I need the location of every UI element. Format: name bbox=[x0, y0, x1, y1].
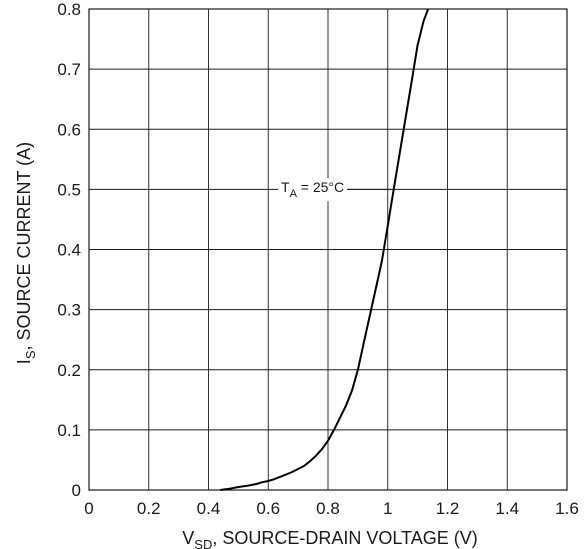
grid bbox=[89, 9, 567, 490]
y-tick-label: 0.3 bbox=[57, 301, 81, 320]
y-tick-label: 0.6 bbox=[57, 120, 81, 139]
y-tick-label: 0.2 bbox=[57, 361, 81, 380]
x-axis-label: VSD, SOURCE-DRAIN VOLTAGE (V) bbox=[182, 528, 477, 549]
plot-frame bbox=[88, 8, 568, 491]
temperature-annotation: TA = 25°C bbox=[281, 179, 344, 200]
y-tick-label: 0.4 bbox=[57, 241, 81, 260]
x-tick-label: 1 bbox=[383, 499, 392, 518]
x-tick-label: 0.4 bbox=[197, 499, 221, 518]
y-tick-label: 0.1 bbox=[57, 421, 81, 440]
x-tick-label: 0.6 bbox=[256, 499, 280, 518]
y-tick-label: 0.7 bbox=[57, 60, 81, 79]
y-tick-label: 0.8 bbox=[57, 0, 81, 19]
annotation-background bbox=[278, 178, 348, 201]
x-tick-label: 0.2 bbox=[137, 499, 161, 518]
y-tick-label: 0 bbox=[72, 481, 81, 500]
series-line bbox=[220, 8, 430, 491]
x-tick-label: 1.6 bbox=[555, 499, 579, 518]
y-tick-label: 0.5 bbox=[57, 180, 81, 199]
x-tick-label: 0 bbox=[84, 499, 93, 518]
x-tick-label: 0.8 bbox=[316, 499, 340, 518]
x-tick-label: 1.4 bbox=[495, 499, 519, 518]
x-axis: 0 0.2 0.4 0.6 0.8 1 1.2 1.4 1.6 bbox=[84, 499, 579, 518]
y-axis: 0 0.1 0.2 0.3 0.4 0.5 0.6 0.7 0.8 bbox=[57, 0, 81, 500]
x-tick-label: 1.2 bbox=[436, 499, 460, 518]
y-axis-label: IS, SOURCE CURRENT (A) bbox=[14, 142, 38, 364]
